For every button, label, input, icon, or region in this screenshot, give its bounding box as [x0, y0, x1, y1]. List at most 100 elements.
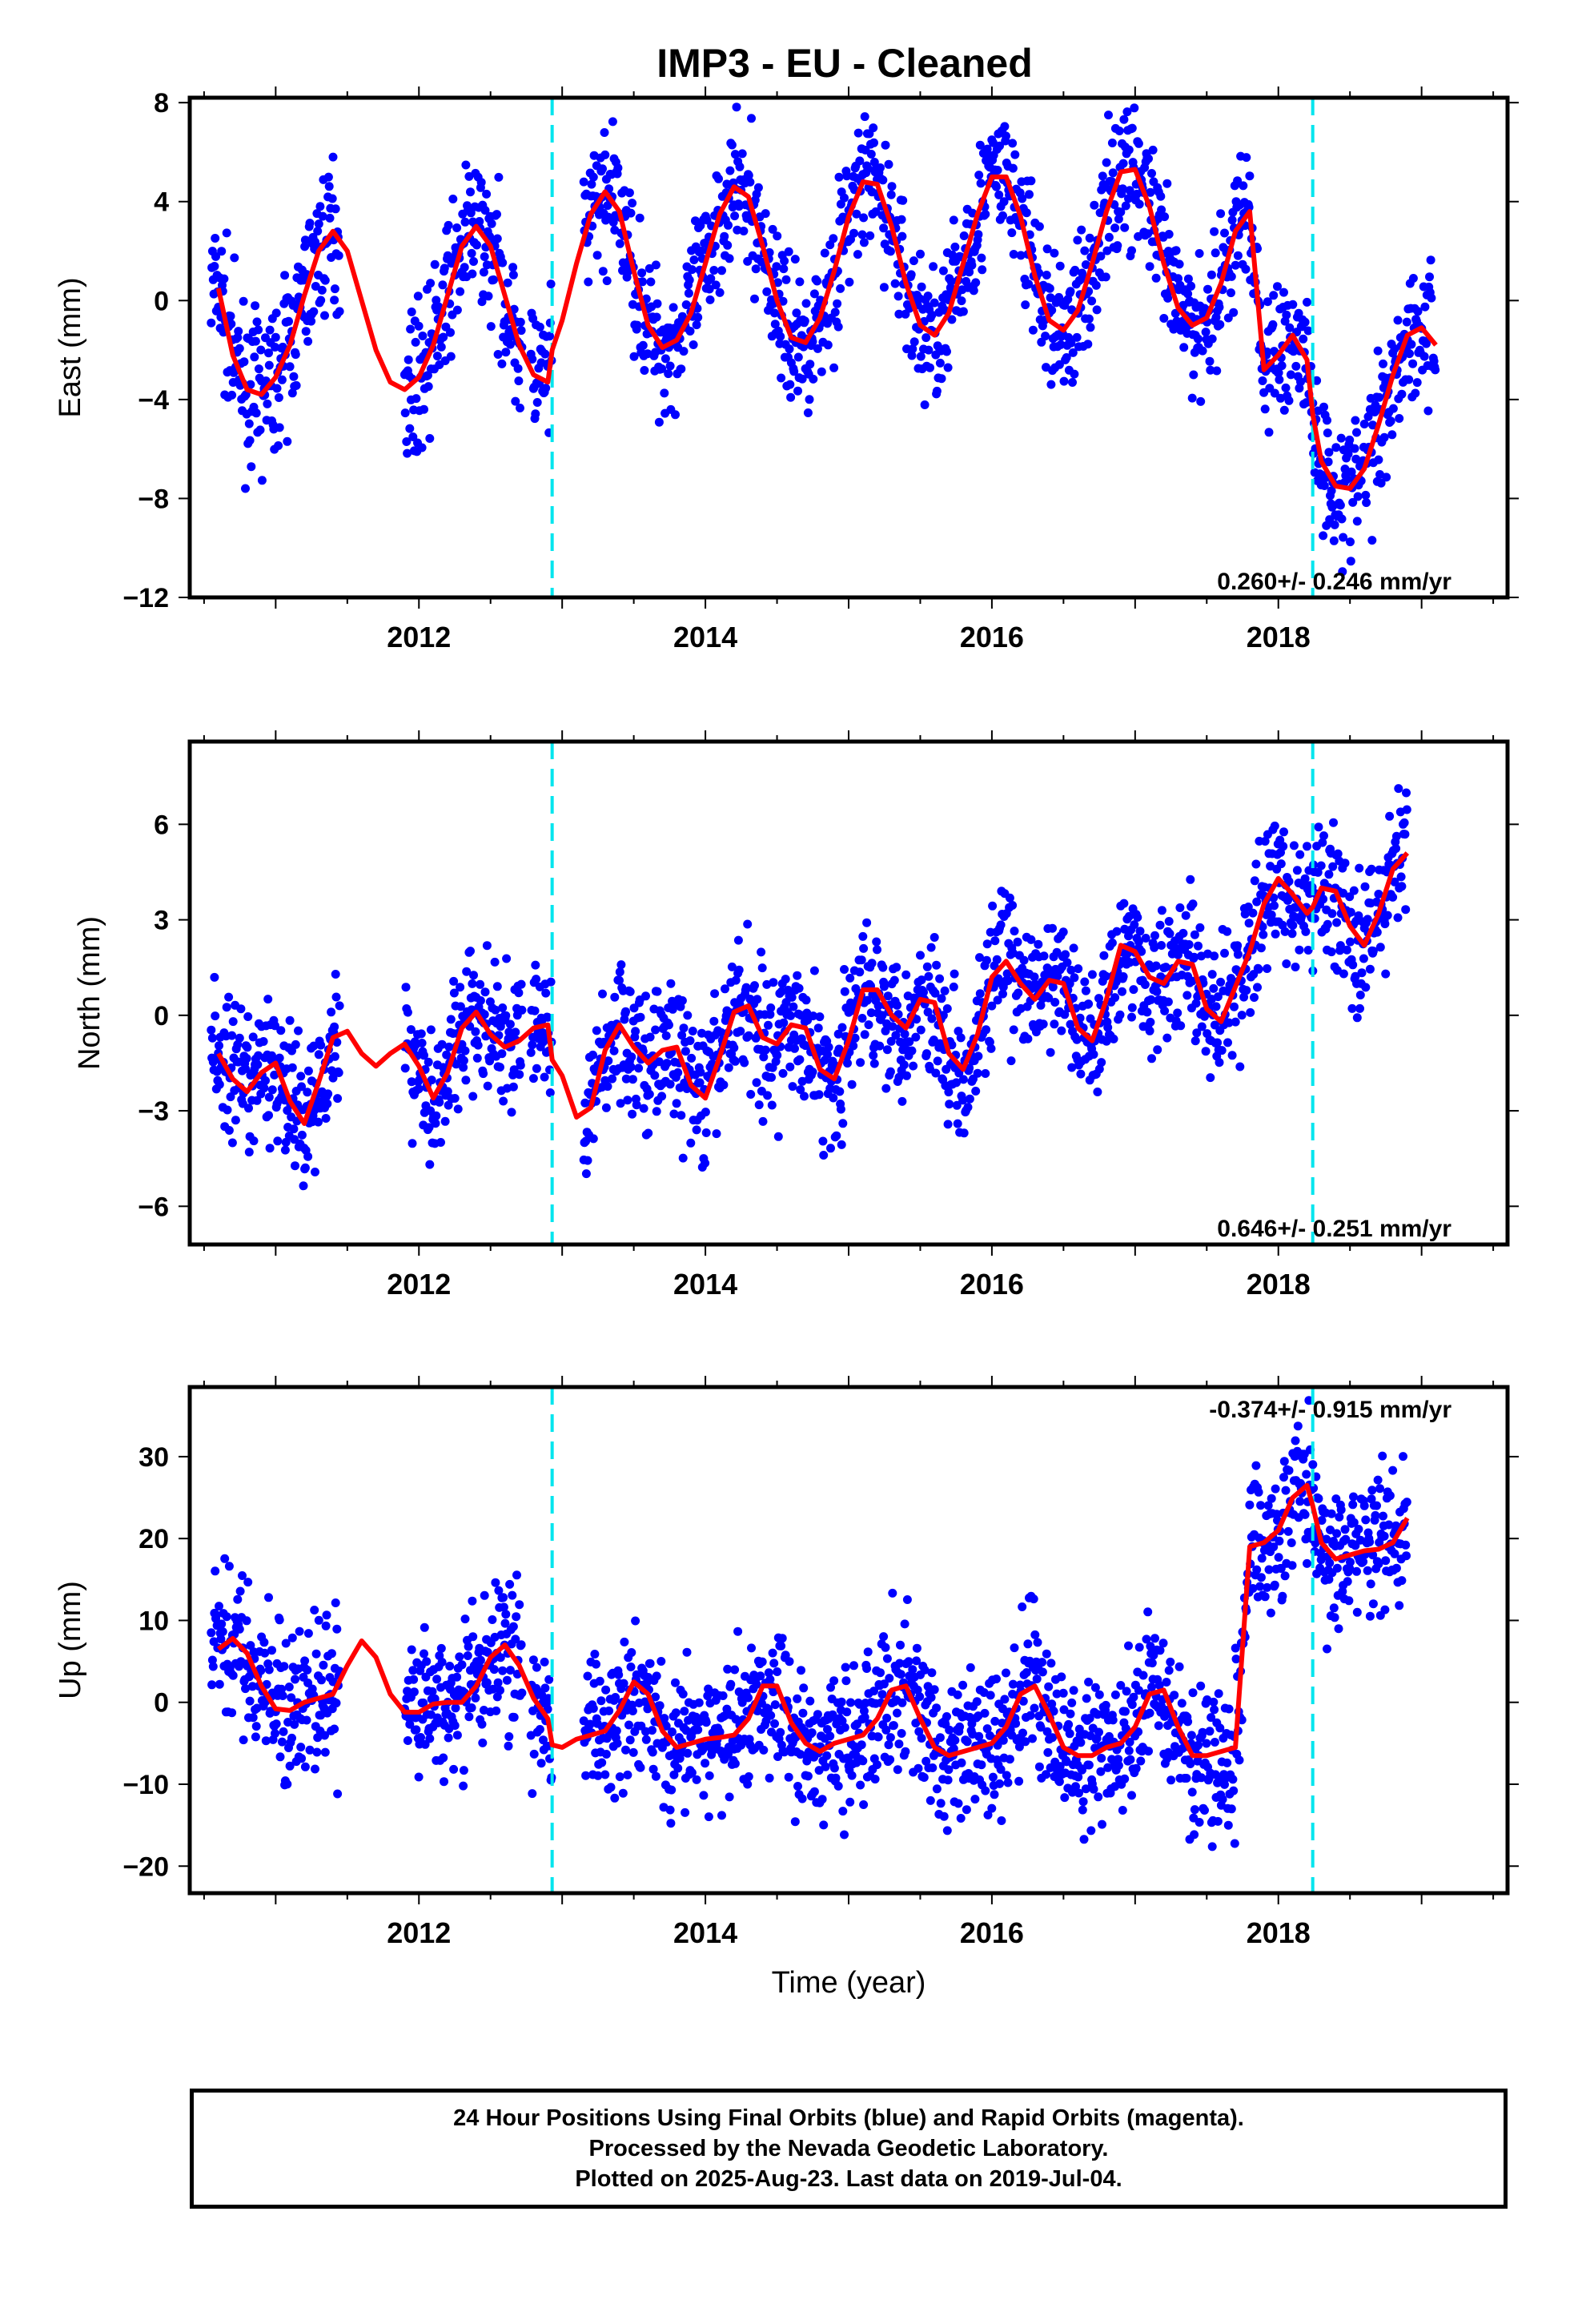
data-point [837, 1697, 846, 1707]
data-point [957, 296, 966, 306]
data-point [1440, 0, 1449, 5]
data-point [1042, 244, 1052, 254]
data-point [763, 1091, 773, 1100]
data-point [1093, 1088, 1102, 1096]
data-point [1152, 987, 1162, 996]
data-point [540, 1657, 549, 1667]
data-point [492, 1706, 501, 1715]
data-point [327, 1007, 336, 1017]
data-point [608, 1074, 617, 1084]
data-point [974, 1051, 983, 1061]
data-point [1425, 0, 1434, 5]
data-point [1363, 412, 1373, 421]
data-point [491, 1578, 500, 1587]
data-point [1176, 1021, 1186, 1031]
data-point [687, 1053, 697, 1063]
data-point [463, 1651, 472, 1660]
data-point [432, 1675, 442, 1684]
data-point [776, 332, 785, 341]
data-point [1476, 0, 1485, 5]
data-point [692, 1775, 701, 1784]
data-point [644, 1128, 653, 1138]
data-point [1050, 248, 1059, 258]
data-point [905, 1037, 914, 1047]
data-point [1207, 270, 1216, 279]
data-point [797, 374, 807, 384]
data-point [928, 1763, 938, 1772]
data-point [779, 264, 789, 274]
data-point [1022, 1668, 1031, 1677]
data-point [497, 359, 507, 368]
data-point [588, 1703, 598, 1713]
data-point [403, 1736, 412, 1745]
data-point [319, 1660, 328, 1670]
data-point [1048, 923, 1057, 933]
data-point [1233, 176, 1243, 186]
data-point [1476, 0, 1484, 5]
data-point [661, 354, 670, 364]
data-point [993, 166, 1002, 175]
data-point [276, 1026, 286, 1035]
data-point [291, 1039, 300, 1049]
x-tick-label: 2014 [673, 621, 737, 653]
data-point [938, 266, 948, 275]
data-point [1239, 181, 1248, 191]
data-point [1009, 250, 1018, 259]
data-point [1443, 0, 1452, 5]
data-point [993, 995, 1002, 1005]
data-point [1473, 0, 1482, 5]
data-point [1466, 0, 1475, 5]
data-point [703, 1691, 713, 1701]
data-point [1295, 945, 1304, 955]
data-point [999, 197, 1009, 207]
data-point [1433, 0, 1442, 5]
data-point [1217, 1046, 1227, 1055]
data-point [535, 322, 544, 332]
data-point [965, 267, 974, 277]
data-point [1336, 433, 1346, 443]
data-point [614, 1670, 624, 1679]
data-point [1273, 282, 1282, 292]
data-point [671, 1708, 681, 1718]
data-point [727, 962, 737, 971]
data-point [773, 1051, 782, 1060]
data-point [916, 951, 925, 960]
data-point [287, 1063, 297, 1072]
data-point [1245, 171, 1255, 181]
data-point [468, 1632, 478, 1642]
data-point [773, 1132, 783, 1141]
data-point [859, 1800, 869, 1809]
data-point [692, 320, 701, 330]
data-point [688, 1027, 697, 1035]
data-point [1443, 0, 1452, 5]
data-point [935, 1733, 945, 1743]
data-point [592, 1659, 600, 1669]
data-point [278, 1691, 287, 1700]
data-point [332, 1624, 342, 1634]
data-point [1048, 1733, 1057, 1743]
data-point [1223, 1038, 1232, 1047]
data-point [823, 340, 833, 350]
data-point [930, 933, 939, 942]
data-point [852, 209, 861, 219]
data-point [1201, 328, 1211, 337]
data-point [401, 983, 411, 992]
data-point [324, 182, 334, 191]
data-point [1346, 557, 1355, 566]
data-point [1449, 0, 1458, 5]
data-point [482, 1678, 492, 1687]
data-point [916, 352, 926, 361]
data-point [505, 1019, 515, 1029]
data-point [1147, 169, 1156, 178]
data-point [502, 954, 512, 963]
data-point [1039, 951, 1049, 961]
data-point [1023, 1034, 1033, 1043]
data-point [650, 1071, 660, 1080]
data-point [975, 989, 985, 999]
data-point [737, 1698, 747, 1707]
data-point [665, 361, 675, 371]
data-point [328, 152, 338, 162]
data-point [1194, 941, 1203, 951]
data-point [660, 1714, 669, 1723]
data-point [1211, 1002, 1221, 1011]
